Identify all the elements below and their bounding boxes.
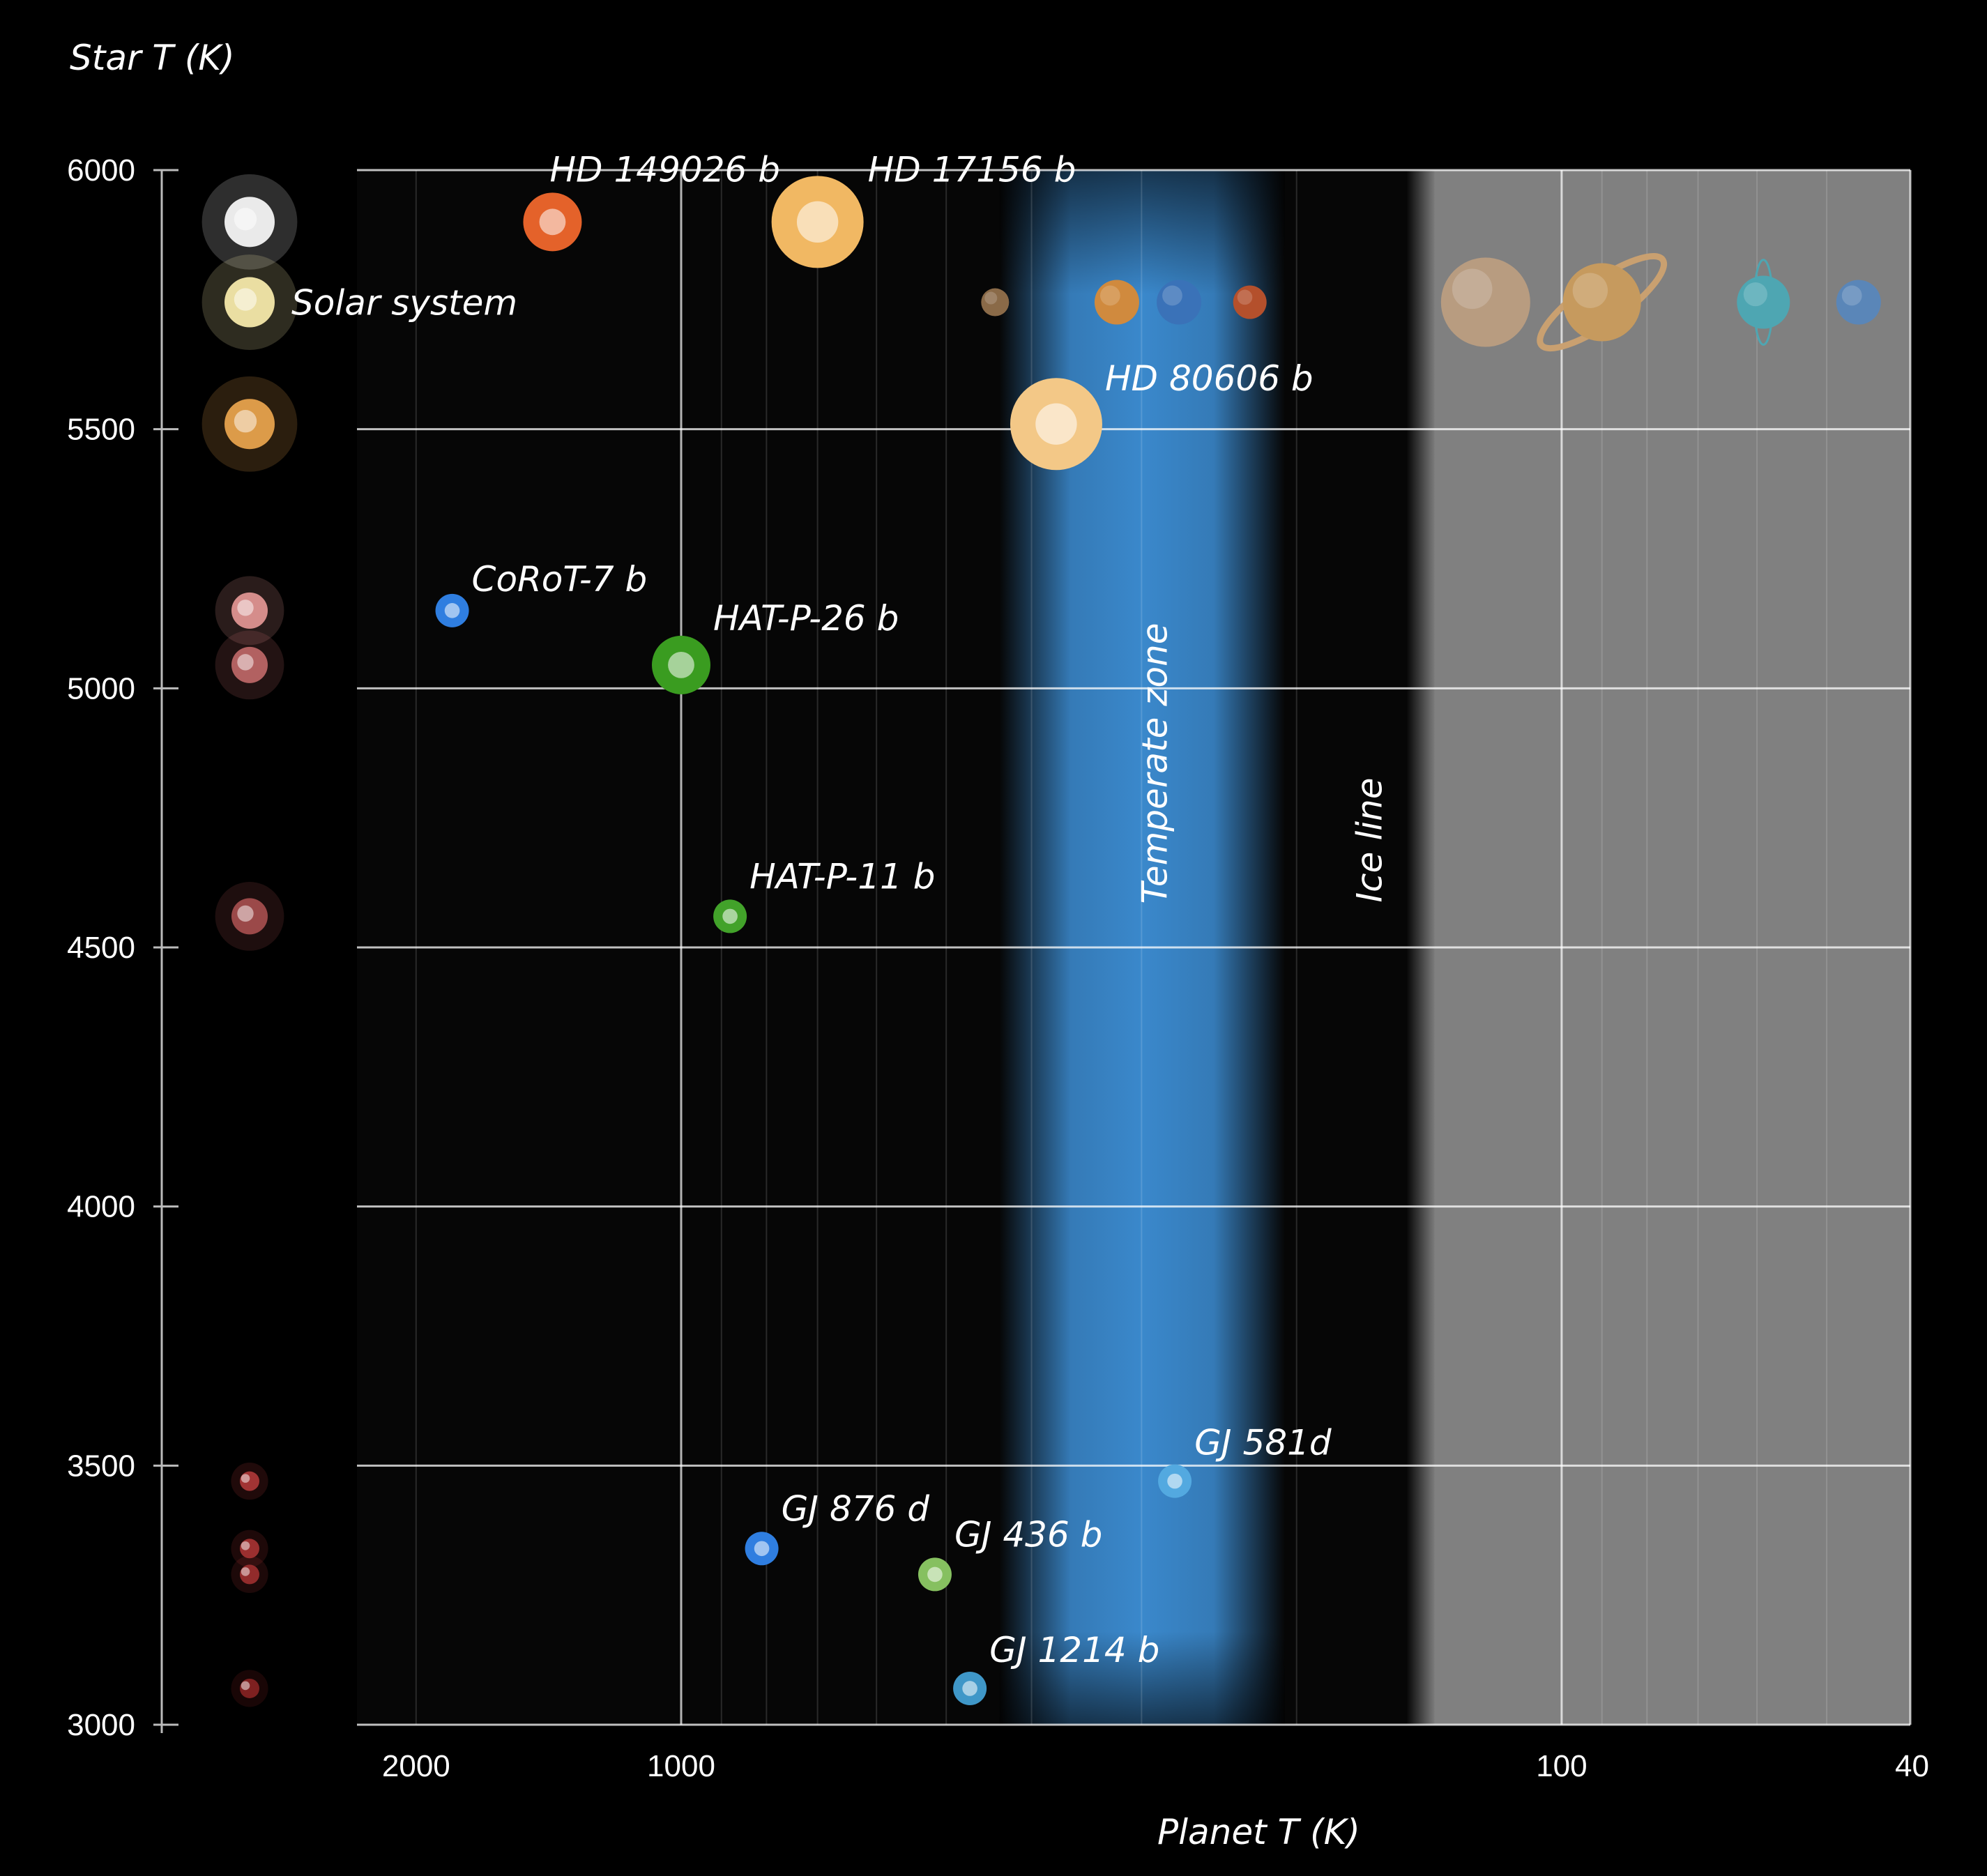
y-tick-label: 4000 <box>67 1190 135 1224</box>
star-core <box>234 410 257 433</box>
planet-highlight <box>1237 289 1253 305</box>
y-tick-label: 4500 <box>67 931 135 965</box>
solar-planet-saturn <box>1562 263 1641 342</box>
planet-label-gj-876-d: GJ 876 d <box>782 1488 930 1529</box>
planet-shine <box>668 651 694 678</box>
y-axis-title: Star T (K) <box>70 38 235 78</box>
planet-label-gj-436-b: GJ 436 b <box>954 1514 1102 1555</box>
ice-line-label: Ice line <box>1350 777 1390 902</box>
star-core <box>241 1567 250 1576</box>
temperate-zone-label: Temperate zone <box>1134 623 1175 903</box>
star-core <box>241 1474 250 1483</box>
planet-highlight <box>1099 285 1120 306</box>
planet-shine <box>539 208 566 236</box>
planet-highlight <box>1841 285 1862 306</box>
planet-shine <box>1035 403 1077 445</box>
planet-label-hat-p-11-b: HAT-P-11 b <box>749 856 935 897</box>
star-core <box>237 654 254 671</box>
planet-label-gj-1214-b: GJ 1214 b <box>989 1630 1159 1670</box>
planet-highlight <box>1743 282 1767 307</box>
planet-shine <box>927 1566 943 1583</box>
planet-highlight <box>1162 285 1182 306</box>
planet-shine <box>796 201 839 243</box>
planet-label-hat-p-26-b: HAT-P-26 b <box>713 598 899 639</box>
planet-highlight <box>984 291 998 305</box>
y-tick-label: 5500 <box>67 413 135 447</box>
star-core <box>237 905 254 922</box>
planet-shine <box>1167 1473 1182 1489</box>
planet-label-hd-17156-b: HD 17156 b <box>868 149 1076 190</box>
planet-shine <box>444 603 460 618</box>
y-tick-label: 6000 <box>67 153 135 188</box>
solar-planet-uranus <box>1737 275 1790 329</box>
solar-system-label: Solar system <box>291 283 517 323</box>
planet-highlight <box>1572 273 1608 308</box>
star-core <box>241 1681 250 1691</box>
y-tick-label: 5000 <box>67 671 135 706</box>
x-tick-label: 100 <box>1536 1749 1587 1783</box>
planet-shine <box>722 908 738 924</box>
planet-highlight <box>1452 268 1493 310</box>
x-tick-label: 1000 <box>647 1749 715 1783</box>
star-core <box>237 600 254 616</box>
x-tick-label: 40 <box>1895 1749 1929 1783</box>
solar-planet-jupiter <box>1440 257 1530 347</box>
y-tick-label: 3500 <box>67 1449 135 1483</box>
planet-shine <box>962 1681 977 1696</box>
planet-label-hd-149026-b: HD 149026 b <box>549 149 779 190</box>
planet-label-gj-581d: GJ 581d <box>1194 1423 1332 1463</box>
star-core <box>234 288 257 311</box>
x-tick-label: 2000 <box>382 1749 450 1783</box>
solar-planet-mercury <box>981 288 1010 317</box>
x-axis-title: Planet T (K) <box>1157 1812 1360 1852</box>
planet-shine <box>754 1541 770 1557</box>
solar-planet-venus <box>1094 280 1139 325</box>
star-core <box>234 208 257 231</box>
star-core <box>241 1541 250 1550</box>
planet-label-corot-7-b: CoRoT-7 b <box>472 559 648 600</box>
planet-label-hd-80606-b: HD 80606 b <box>1105 358 1314 399</box>
solar-planet-earth <box>1157 280 1202 325</box>
y-tick-label: 3000 <box>67 1708 135 1742</box>
solar-planet-neptune <box>1836 280 1881 325</box>
solar-planet-mars <box>1233 285 1267 319</box>
